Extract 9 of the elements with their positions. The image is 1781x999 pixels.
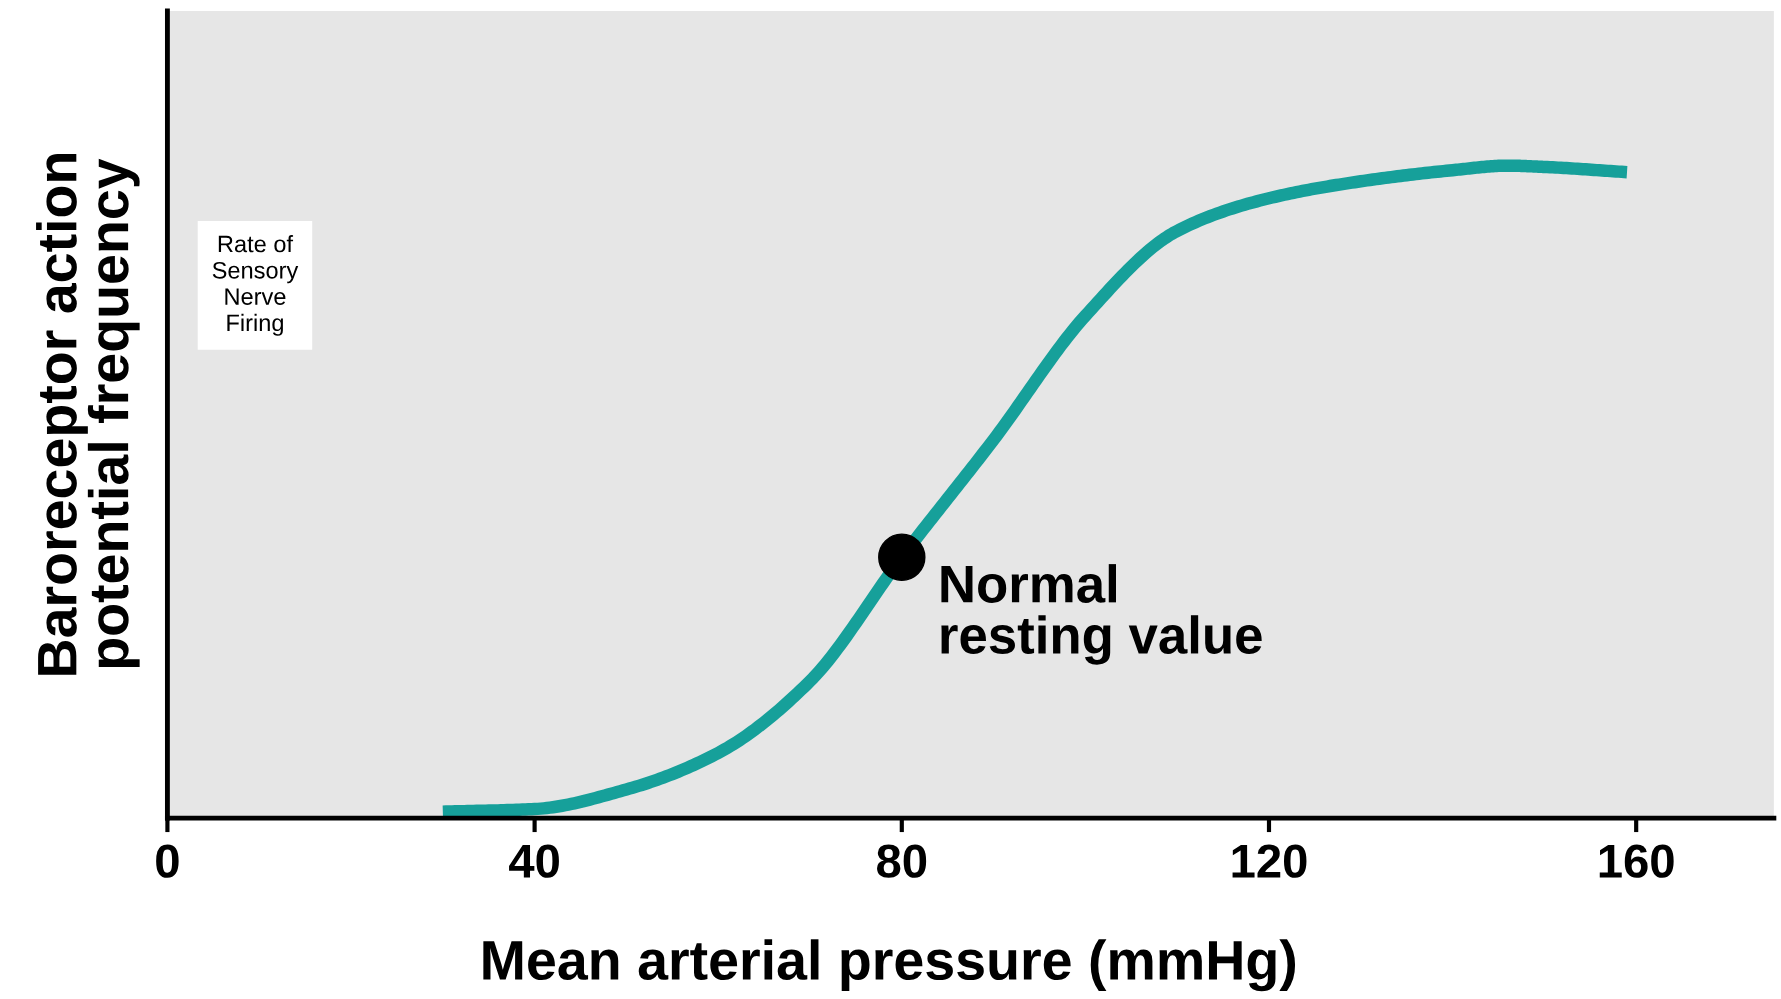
annotation: Normal resting value [941,564,1262,665]
x-tick-label: 120 [1232,844,1307,878]
annotation: Rate of Sensory Nerve Firing [212,235,299,336]
y-axis-title: Baroreceptor action potential frequency [36,154,140,675]
x-tick-label: 0 [156,844,179,878]
x-tick-label: 40 [509,844,559,878]
x-tick-label: 160 [1599,844,1674,878]
x-tick-label: 80 [877,844,927,878]
x-axis-title: Mean arterial pressure (mmHg) [483,939,1296,992]
